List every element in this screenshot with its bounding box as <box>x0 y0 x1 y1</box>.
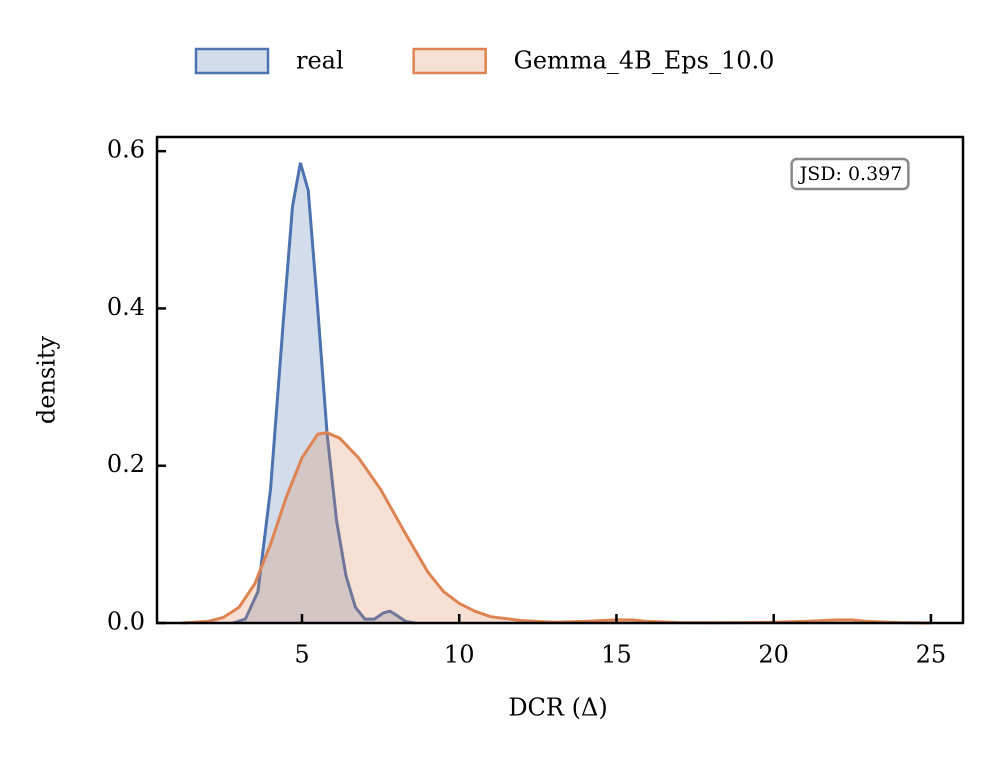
y-tick-label: 0.2 <box>107 450 145 478</box>
x-tick-label: 10 <box>444 641 475 669</box>
annotation-box <box>790 157 910 191</box>
y-tick-label: 0.0 <box>107 608 145 636</box>
legend-swatch <box>194 47 270 75</box>
density-area <box>182 432 931 623</box>
plot-frame <box>155 135 965 625</box>
x-axis-label: DCR (Δ) <box>508 694 607 722</box>
y-tick-label: 0.6 <box>107 136 145 164</box>
annotation: JSD: 0.397 <box>798 163 903 185</box>
x-tick-label: 5 <box>294 641 309 669</box>
legend-label: real <box>296 47 344 75</box>
x-tick-label: 15 <box>601 641 632 669</box>
legend-swatch <box>412 47 487 75</box>
x-tick-label: 20 <box>758 641 789 669</box>
y-tick-label: 0.4 <box>107 293 145 321</box>
legend-label: Gemma_4B_Eps_10.0 <box>514 47 775 75</box>
x-tick-label: 25 <box>916 641 947 669</box>
density-line <box>232 162 416 625</box>
y-axis-label: density <box>33 335 61 424</box>
